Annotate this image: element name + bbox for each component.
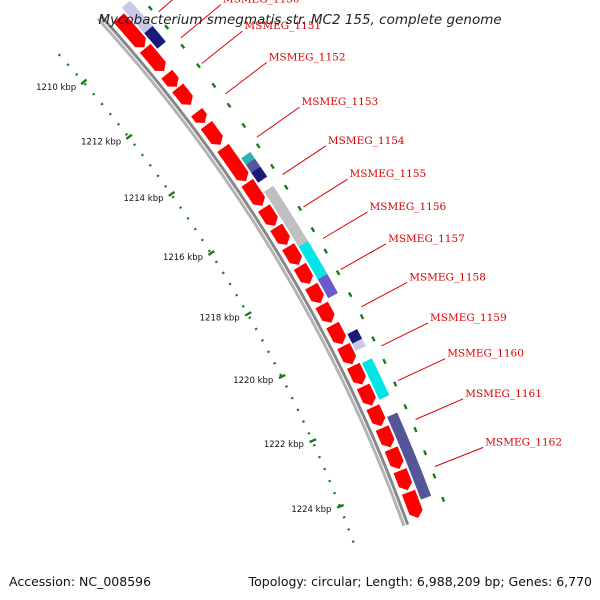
feature-block-4 bbox=[245, 158, 261, 173]
gene-label-8: MSMEG_1156 bbox=[370, 201, 447, 213]
scale-tick-label-1: 1210 kbp bbox=[36, 83, 76, 93]
backbone-outer-line bbox=[96, 17, 406, 527]
cds-arrow-6 bbox=[200, 121, 223, 145]
leader-line-10 bbox=[361, 281, 408, 308]
gene-label-4: MSMEG_1152 bbox=[269, 51, 346, 63]
scale-tick-mark-6 bbox=[278, 373, 286, 380]
scale-tick-label-4: 1216 kbp bbox=[163, 253, 203, 263]
cds-arrow-8 bbox=[241, 178, 265, 206]
scale-tick-mark-7 bbox=[309, 438, 317, 444]
scale-tick-mark-5 bbox=[244, 311, 252, 317]
cds-arrow-18 bbox=[356, 383, 376, 406]
gene-label-13: MSMEG_1161 bbox=[465, 388, 542, 400]
cds-arrow-23 bbox=[401, 489, 423, 518]
leader-line-14 bbox=[434, 446, 484, 467]
leader-line-2 bbox=[180, 4, 222, 39]
leader-line-12 bbox=[397, 358, 446, 382]
gene-label-9: MSMEG_1157 bbox=[388, 233, 465, 245]
scale-ticks: 1210 kbp 1212 kbp 1214 kbp 1216 kbp 1218 kbp… bbox=[36, 78, 345, 515]
map-title: Mycobacterium smegmatis str. MC2 155, co… bbox=[98, 12, 501, 28]
feature-block-5 bbox=[251, 166, 268, 183]
gene-label-6: MSMEG_1154 bbox=[328, 135, 405, 147]
cds-arrow-17 bbox=[347, 362, 366, 385]
feature-ring bbox=[121, 0, 432, 500]
cds-arrow-19 bbox=[366, 404, 386, 427]
cds-arrow-14 bbox=[315, 301, 335, 323]
cds-ring bbox=[113, 13, 423, 518]
gene-label-14: MSMEG_1162 bbox=[485, 436, 562, 448]
leader-line-13 bbox=[415, 398, 464, 420]
feature-block-1 bbox=[121, 0, 153, 34]
scale-tick-label-2: 1212 kbp bbox=[81, 137, 121, 147]
scale-tick-label-5: 1218 kbp bbox=[200, 314, 240, 324]
gene-label-12: MSMEG_1160 bbox=[447, 348, 524, 360]
cds-arrow-22 bbox=[393, 468, 413, 491]
leader-line-3 bbox=[201, 30, 243, 64]
cds-arrow-9 bbox=[258, 204, 278, 226]
scale-tick-mark-4 bbox=[207, 250, 215, 256]
topology-text: Topology: circular; Length: 6,988,209 bp… bbox=[248, 574, 592, 589]
cds-arrow-10 bbox=[270, 223, 290, 245]
feature-block-8 bbox=[317, 274, 338, 299]
scale-tick-label-7: 1222 kbp bbox=[264, 440, 304, 450]
gene-label-2: MSMEG_1150 bbox=[223, 0, 300, 6]
cds-arrow-21 bbox=[384, 446, 404, 469]
cds-arrow-13 bbox=[305, 282, 324, 304]
accession-text: Accession: NC_008596 bbox=[9, 574, 152, 589]
feature-block-3 bbox=[241, 151, 255, 165]
feature-block-6 bbox=[264, 185, 308, 247]
scale-tick-label-3: 1214 kbp bbox=[123, 194, 163, 204]
feature-block-10 bbox=[352, 338, 366, 351]
cds-arrow-16 bbox=[337, 342, 357, 365]
cds-arrow-7 bbox=[217, 143, 249, 182]
cds-arrow-2 bbox=[139, 43, 166, 71]
leader-line-9 bbox=[340, 243, 387, 270]
gene-labels: MSMEG_1149MSMEG_1150MSMEG_1151MSMEG_1152… bbox=[223, 0, 562, 448]
leader-line-6 bbox=[282, 145, 327, 176]
feature-block-12 bbox=[387, 412, 432, 500]
cds-arrow-11 bbox=[282, 243, 302, 265]
gene-label-11: MSMEG_1159 bbox=[430, 312, 507, 324]
leader-line-11 bbox=[381, 322, 429, 347]
scale-tick-mark-8 bbox=[336, 503, 345, 509]
cds-arrow-12 bbox=[293, 262, 313, 284]
cds-arrow-1 bbox=[113, 13, 146, 48]
cds-arrow-15 bbox=[326, 321, 346, 345]
leader-line-8 bbox=[322, 211, 368, 239]
scale-tick-mark-1 bbox=[80, 78, 88, 86]
feature-block-7 bbox=[298, 241, 328, 280]
gene-label-5: MSMEG_1153 bbox=[302, 96, 379, 108]
feature-block-2 bbox=[144, 26, 166, 49]
gene-label-10: MSMEG_1158 bbox=[409, 271, 486, 283]
leader-line-4 bbox=[225, 62, 268, 95]
scale-tick-mark-3 bbox=[168, 190, 176, 197]
cds-arrow-4 bbox=[172, 83, 193, 105]
gene-label-7: MSMEG_1155 bbox=[350, 168, 427, 180]
cds-arrow-5 bbox=[191, 108, 207, 123]
leader-line-5 bbox=[256, 106, 300, 138]
scale-tick-label-6: 1220 kbp bbox=[233, 376, 273, 386]
gc-skew-dots bbox=[57, 0, 449, 545]
feature-block-9 bbox=[347, 329, 363, 344]
scale-tick-mark-2 bbox=[125, 133, 133, 140]
scale-tick-label-8: 1224 kbp bbox=[291, 505, 331, 515]
label-leader-lines bbox=[158, 0, 484, 467]
cds-arrow-3 bbox=[161, 69, 179, 87]
genome-backbone bbox=[96, 14, 410, 527]
feature-block-11 bbox=[361, 358, 390, 400]
leader-line-7 bbox=[303, 178, 348, 208]
backbone-line bbox=[99, 14, 410, 526]
gene-label-3: MSMEG_1151 bbox=[244, 20, 321, 32]
cds-arrow-20 bbox=[375, 425, 395, 448]
leader-line-1 bbox=[158, 0, 173, 13]
gc-inner-dots bbox=[57, 53, 356, 545]
